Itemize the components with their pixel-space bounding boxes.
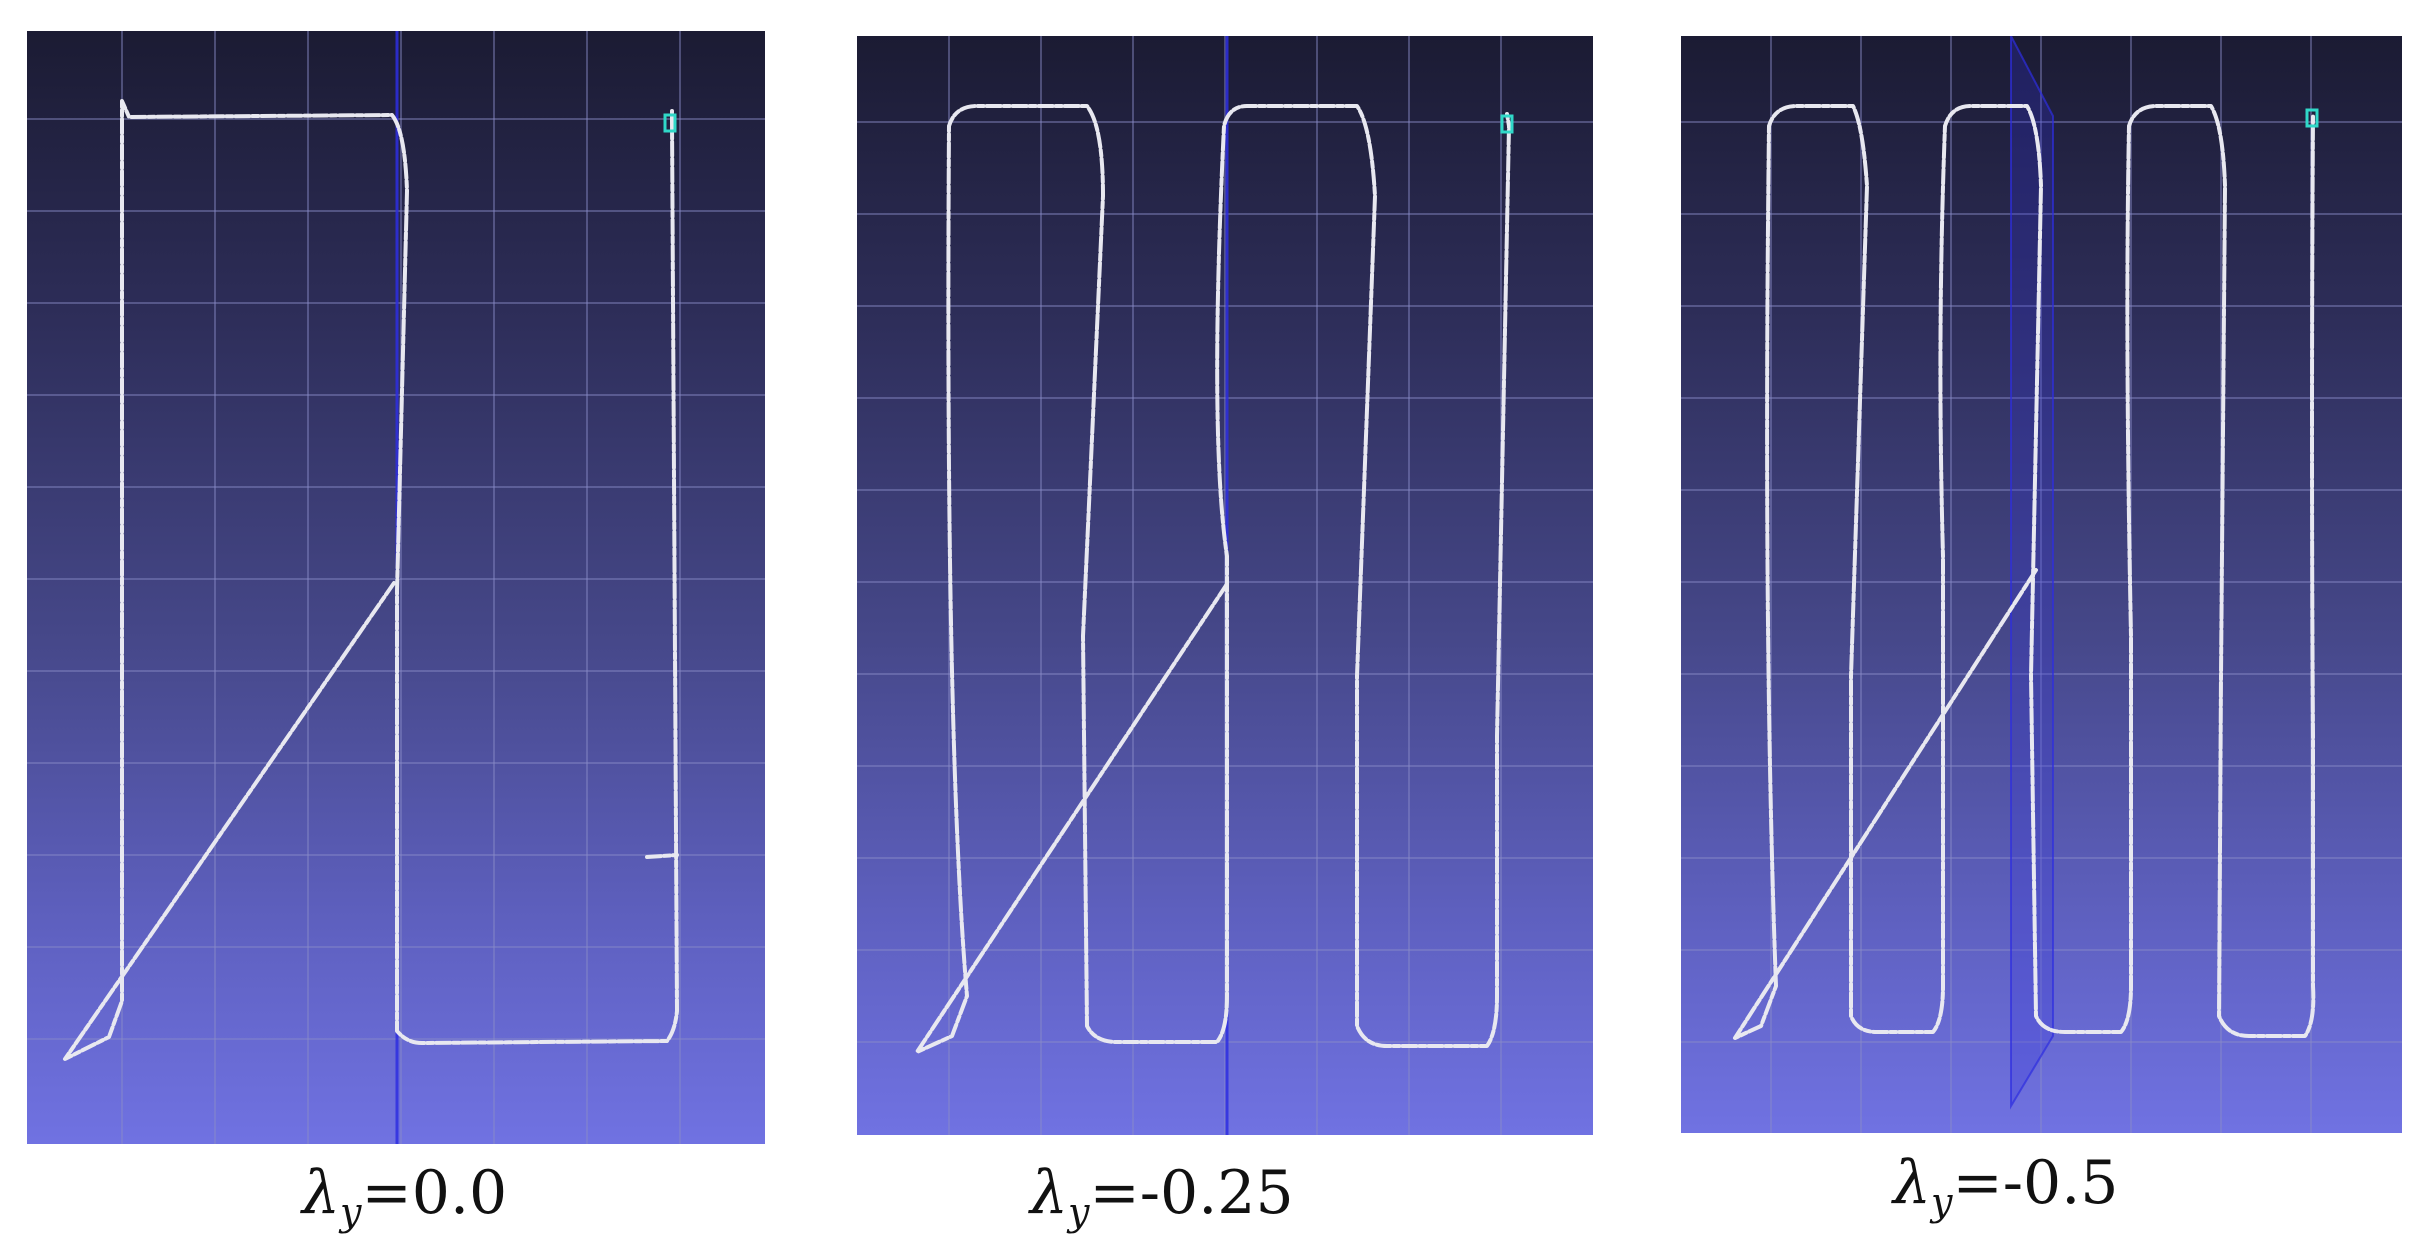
lambda-subscript: y — [340, 1190, 362, 1234]
caption-3: λy=-0.5 — [1893, 1153, 2118, 1221]
caption-1: λy=0.0 — [302, 1163, 507, 1231]
trajectory-path — [1733, 104, 2316, 1040]
trajectory-panel-3 — [1681, 36, 2402, 1133]
start-marker — [663, 113, 677, 133]
trajectory-plot-2 — [857, 36, 1593, 1135]
start-marker — [2305, 108, 2319, 128]
lambda-symbol: λ — [1030, 1158, 1069, 1228]
trajectory-path — [63, 99, 679, 1061]
trajectory-plot-1 — [27, 31, 765, 1144]
lambda-subscript: y — [1931, 1180, 1953, 1224]
lambda-symbol: λ — [1893, 1148, 1932, 1218]
lambda-value: =-0.5 — [1952, 1148, 2119, 1218]
trajectory-path — [915, 104, 1511, 1054]
start-marker — [1500, 114, 1514, 134]
caption-2: λy=-0.25 — [1030, 1163, 1294, 1231]
lambda-value: =0.0 — [361, 1158, 508, 1228]
lambda-value: =-0.25 — [1089, 1158, 1294, 1228]
trajectory-plot-3 — [1681, 36, 2402, 1133]
lambda-subscript: y — [1068, 1190, 1090, 1234]
trajectory-panel-2 — [857, 36, 1593, 1135]
lambda-symbol: λ — [302, 1158, 341, 1228]
trajectory-panel-1 — [27, 31, 765, 1144]
